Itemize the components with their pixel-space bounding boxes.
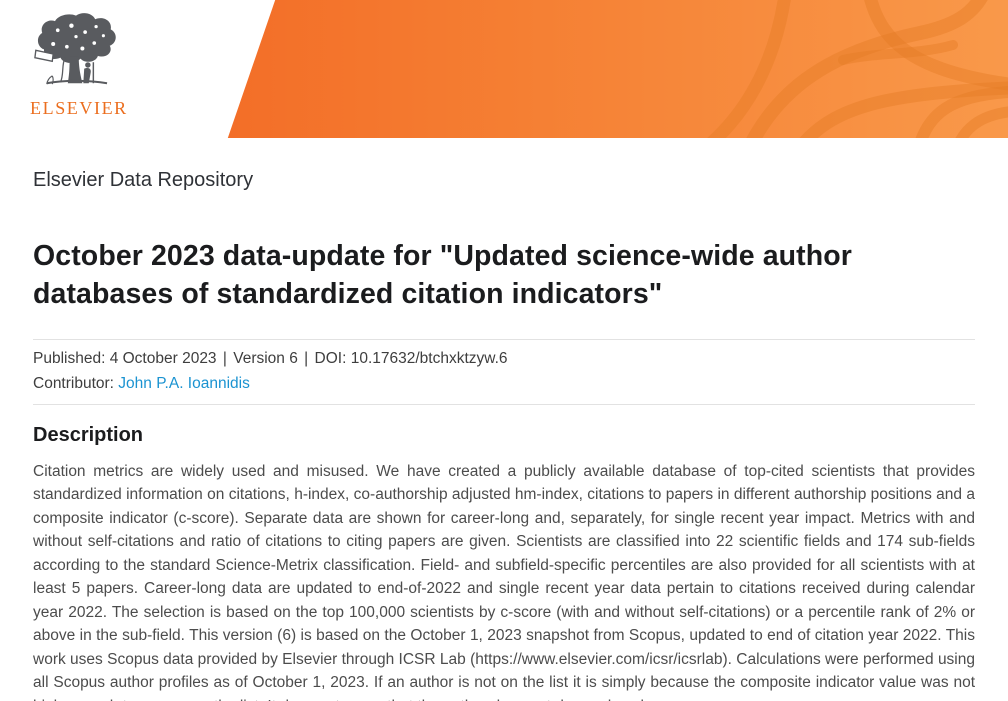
- separator: |: [222, 349, 227, 367]
- site-name[interactable]: Elsevier Data Repository: [33, 169, 254, 191]
- separator: |: [304, 349, 309, 367]
- doi-label: DOI:: [314, 349, 347, 367]
- metadata-bar: Published: 4 October 2023 | Version 6 | …: [33, 338, 975, 405]
- description-heading: Description: [33, 423, 144, 446]
- doi-value: 10.17632/btchxktzyw.6: [350, 349, 508, 367]
- version-badge: Version 6: [233, 349, 298, 367]
- published-label: Published:: [33, 349, 106, 367]
- published-date: 4 October 2023: [109, 349, 217, 367]
- banner-orange-swoosh: [227, 0, 1008, 138]
- elsevier-tree-icon: [34, 13, 116, 85]
- published-line: Published: 4 October 2023 | Version 6 | …: [33, 346, 975, 371]
- elsevier-wordmark: ELSEVIER: [30, 98, 128, 118]
- contributor-name-link[interactable]: John P.A. Ioannidis: [118, 374, 250, 392]
- dataset-title: October 2023 data-update for "Updated sc…: [33, 240, 852, 310]
- header-banner: ELSEVIER: [0, 0, 1008, 138]
- contributor-line: Contributor: John P.A. Ioannidis: [33, 371, 975, 396]
- elsevier-logo[interactable]: ELSEVIER: [30, 12, 130, 119]
- contributor-label: Contributor:: [33, 374, 114, 392]
- leaf-vein-pattern: [696, 0, 1008, 138]
- page-content: Elsevier Data Repository October 2023 da…: [0, 169, 1008, 701]
- description-body: Citation metrics are widely used and mis…: [33, 462, 975, 701]
